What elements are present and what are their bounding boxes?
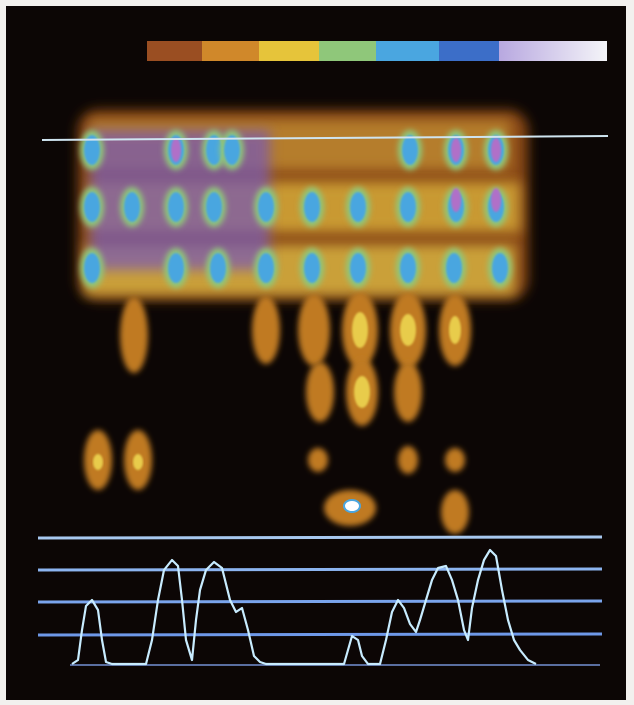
heat-core bbox=[446, 253, 462, 283]
heat-core bbox=[304, 253, 320, 283]
scale-segment bbox=[439, 41, 499, 61]
profile-plot bbox=[37, 535, 603, 666]
heat-core bbox=[400, 253, 416, 283]
heat-core bbox=[168, 253, 184, 283]
heat-spot bbox=[398, 446, 418, 474]
heat-peak bbox=[171, 138, 181, 162]
heat-core bbox=[258, 253, 274, 283]
heat-core bbox=[133, 454, 143, 470]
scale-segment bbox=[259, 41, 319, 61]
heat-core bbox=[224, 135, 240, 165]
heat-core bbox=[400, 192, 416, 222]
heat-spot bbox=[308, 448, 328, 472]
heat-core bbox=[492, 253, 508, 283]
heat-core bbox=[124, 192, 140, 222]
heat-core bbox=[206, 135, 222, 165]
guide-line bbox=[37, 535, 603, 540]
scale-segment bbox=[499, 41, 607, 61]
scale-segment bbox=[202, 41, 259, 61]
heat-core bbox=[258, 192, 274, 222]
heat-core bbox=[84, 253, 100, 283]
color-scale bbox=[147, 41, 607, 61]
heat-map bbox=[78, 110, 528, 534]
heat-core bbox=[402, 135, 418, 165]
heat-core bbox=[352, 312, 368, 348]
scale-segment bbox=[376, 41, 439, 61]
guide-line bbox=[37, 599, 603, 604]
guide-line bbox=[37, 567, 603, 572]
heat-peak bbox=[451, 138, 461, 162]
heat-core bbox=[206, 192, 222, 222]
scale-segment bbox=[147, 41, 202, 61]
scale-segment bbox=[319, 41, 376, 61]
heat-core bbox=[84, 135, 100, 165]
heat-core bbox=[168, 192, 184, 222]
heat-peak bbox=[491, 138, 501, 162]
scan-line bbox=[41, 135, 609, 141]
profile-trace bbox=[71, 548, 537, 666]
heat-core bbox=[84, 192, 100, 222]
heat-spot bbox=[120, 297, 148, 373]
heat-spot bbox=[394, 362, 422, 422]
heat-spot bbox=[306, 362, 334, 422]
heat-spot bbox=[445, 448, 465, 472]
heat-core bbox=[400, 314, 416, 346]
heat-core bbox=[350, 192, 366, 222]
heat-spot bbox=[252, 296, 280, 364]
heat-core bbox=[354, 376, 370, 408]
heat-spot bbox=[441, 490, 469, 534]
heat-core bbox=[350, 253, 366, 283]
heat-peak bbox=[451, 188, 461, 212]
heat-peak bbox=[491, 188, 501, 212]
heat-core bbox=[304, 192, 320, 222]
heat-core bbox=[343, 499, 361, 513]
heat-core bbox=[93, 454, 103, 470]
guide-line bbox=[37, 632, 603, 637]
heat-core bbox=[210, 253, 226, 283]
heat-spot bbox=[298, 294, 330, 366]
heat-core bbox=[449, 316, 461, 344]
